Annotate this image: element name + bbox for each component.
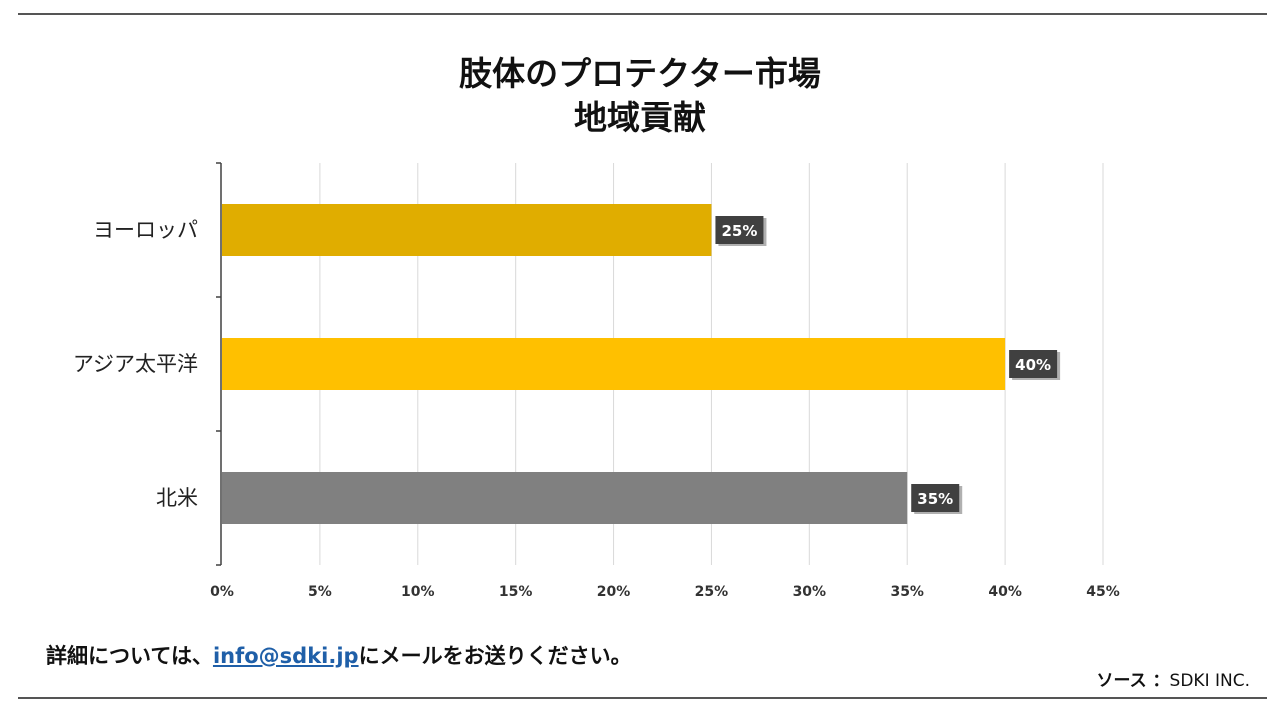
x-tick-label: 0%	[210, 584, 234, 600]
x-tick-label: 40%	[988, 584, 1022, 600]
x-tick-label: 15%	[499, 584, 533, 600]
top-divider	[18, 13, 1267, 15]
data-label: 40%	[1015, 356, 1051, 374]
bar-3	[222, 472, 908, 524]
category-label: アジア太平洋	[73, 352, 198, 376]
data-label-box	[1009, 350, 1058, 378]
x-tick-label: 45%	[1086, 584, 1120, 600]
x-tick-label: 30%	[793, 584, 827, 600]
source-value: SDKI INC.	[1169, 671, 1250, 691]
contact-note: 詳細については、info@sdki.jpにメールをお送りください。	[46, 640, 632, 670]
bar-1	[222, 204, 712, 256]
category-label: 北米	[156, 486, 198, 510]
x-tick-label: 5%	[308, 584, 332, 600]
x-tick-label: 10%	[401, 584, 435, 600]
chart-title-line1: 肢体のプロテクター市場	[459, 54, 821, 93]
contact-note-prefix: 詳細については、	[46, 644, 213, 668]
chart-title: 肢体のプロテクター市場 地域貢献	[0, 52, 1280, 140]
category-label: ヨーロッパ	[93, 218, 198, 242]
data-label-box	[911, 484, 960, 512]
source-credit: ソース ：SDKI INC.	[1096, 666, 1250, 691]
data-label-box	[715, 216, 764, 244]
data-label: 25%	[721, 222, 757, 240]
data-label: 35%	[917, 490, 953, 508]
bar-2	[222, 338, 1006, 390]
contact-email-link[interactable]: info@sdki.jp	[212, 644, 359, 668]
contact-note-suffix: にメールをお送りください。	[358, 644, 632, 668]
x-tick-label: 35%	[890, 584, 924, 600]
x-tick-label: 25%	[695, 584, 729, 600]
chart-title-line2: 地域貢献	[574, 98, 706, 137]
x-tick-label: 20%	[597, 584, 631, 600]
source-label: ソース ：	[1096, 671, 1170, 691]
bottom-divider	[18, 697, 1267, 699]
